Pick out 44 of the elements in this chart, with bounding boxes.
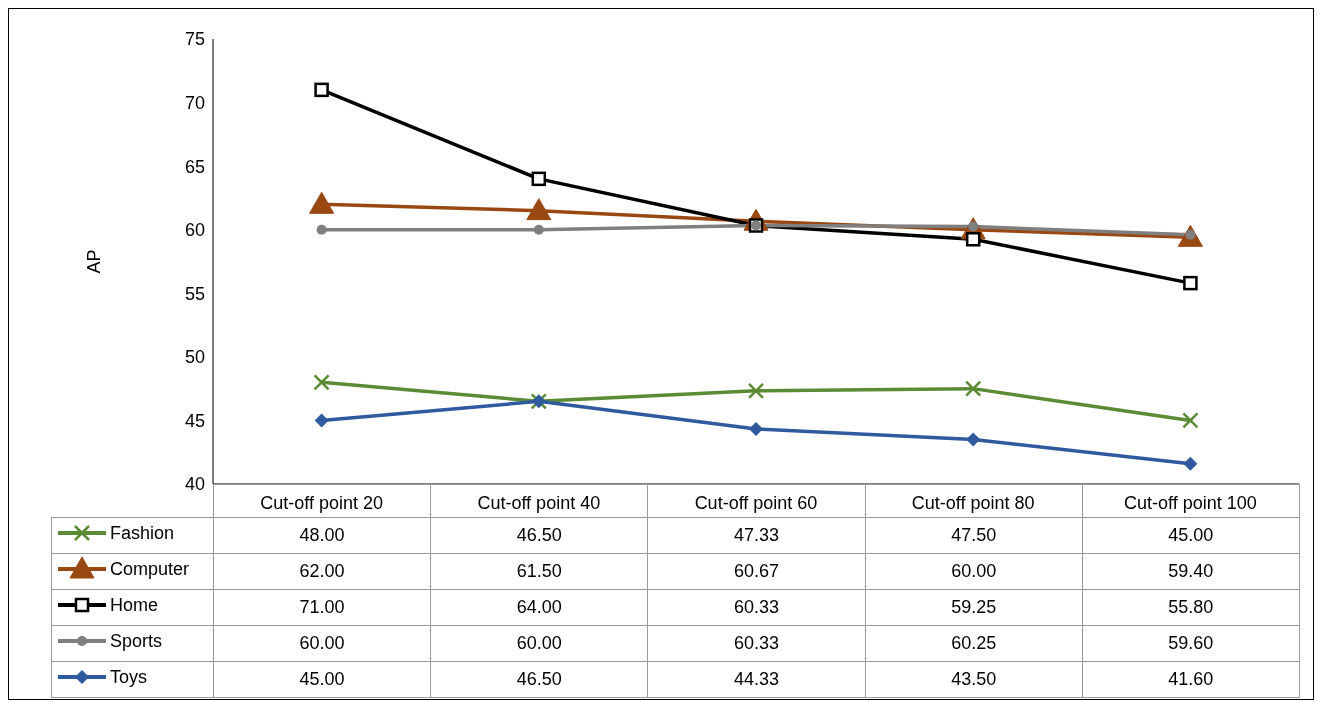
data-label: 60.00	[430, 625, 648, 662]
data-label: 41.60	[1082, 661, 1300, 698]
data-label: 45.00	[1082, 517, 1300, 554]
legend-label: Computer	[110, 558, 190, 580]
x-tick-label: Cut-off point 100	[1124, 492, 1257, 513]
legend-label: Sports	[110, 630, 163, 652]
data-label: 48.00	[213, 517, 431, 554]
y-tick-label: 65	[184, 156, 205, 177]
y-tick-label: 60	[184, 220, 205, 241]
y-axis-title: AP	[84, 249, 105, 274]
data-label: 55.80	[1082, 589, 1300, 626]
x-tick-label: Cut-off point 80	[911, 492, 1035, 513]
y-tick-label: 55	[184, 283, 205, 304]
data-label: 46.50	[430, 661, 648, 698]
data-label: 60.67	[647, 553, 866, 590]
data-label: 59.60	[1082, 625, 1300, 662]
data-label: 59.25	[865, 589, 1083, 626]
data-label: 60.00	[213, 625, 431, 662]
data-label: 60.33	[647, 625, 866, 662]
data-label: 62.00	[213, 553, 431, 590]
data-label: 46.50	[430, 517, 648, 554]
legend-label: Toys	[110, 666, 148, 688]
x-tick-label: Cut-off point 40	[477, 492, 601, 513]
y-tick-label: 40	[184, 474, 205, 495]
data-label: 60.25	[865, 625, 1083, 662]
y-tick-label: 50	[184, 347, 205, 368]
x-tick-label: Cut-off point 20	[260, 492, 383, 513]
data-label: 47.50	[865, 517, 1083, 554]
data-label: 64.00	[430, 589, 648, 626]
y-tick-label: 75	[184, 29, 205, 50]
y-tick-label: 45	[184, 410, 205, 431]
data-label: 44.33	[647, 661, 866, 698]
data-label: 45.00	[213, 661, 431, 698]
data-label: 47.33	[647, 517, 866, 554]
x-tick-label: Cut-off point 60	[694, 492, 818, 513]
data-label: 61.50	[430, 553, 648, 590]
data-label: 71.00	[213, 589, 431, 626]
y-tick-label: 70	[184, 92, 205, 113]
data-label: 60.33	[647, 589, 866, 626]
legend-label: Fashion	[110, 522, 175, 544]
data-label: 59.40	[1082, 553, 1300, 590]
data-label: 60.00	[865, 553, 1083, 590]
data-label: 43.50	[865, 661, 1083, 698]
legend-label: Home	[110, 594, 159, 616]
